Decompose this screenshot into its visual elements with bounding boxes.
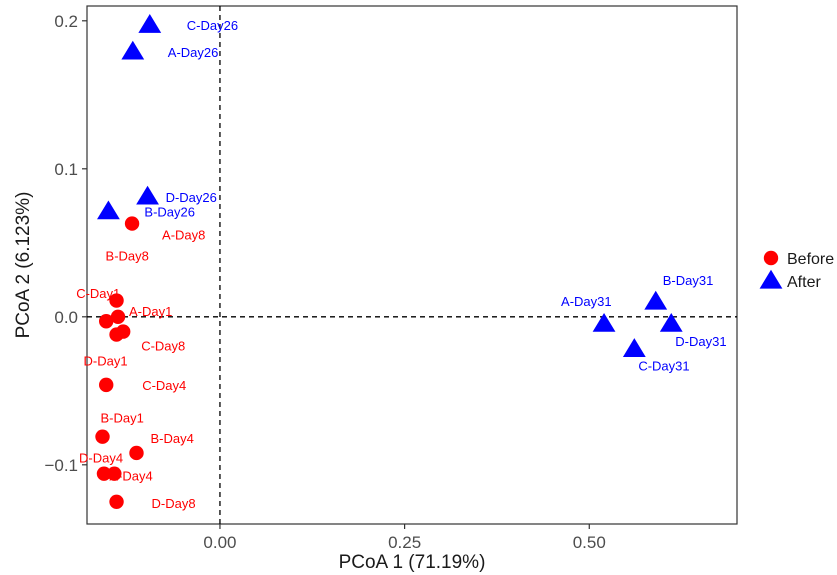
legend: Before After [759, 250, 834, 291]
label-d-day8: D-Day8 [152, 496, 196, 511]
point-c-day26 [138, 14, 162, 33]
point-d-day26 [136, 185, 159, 205]
y-tick-label: 0.1 [54, 160, 78, 179]
label-a-day4: A-Day4 [109, 469, 152, 484]
plot-panel-border [86, 5, 738, 525]
label-a-day26: A-Day26 [168, 45, 219, 60]
x-tick-label: 0.00 [203, 533, 236, 552]
label-a-day8: A-Day8 [162, 228, 205, 243]
point-b-day4 [129, 445, 144, 461]
axes: 0.00 0.25 0.50 −0.1 0.0 0.1 0.2 [44, 12, 605, 552]
label-a-day1: A-Day1 [129, 304, 172, 319]
point-labels: A-Day8 B-Day8 C-Day1 A-Day1 C-Day8 D-Day1 C-Da… [76, 18, 726, 511]
y-tick-label: −0.1 [44, 456, 78, 475]
point-d-day31 [659, 313, 683, 332]
label-b-day4: B-Day4 [150, 431, 193, 446]
legend-key-after [759, 269, 783, 289]
y-axis-title: PCoA 2 (6.123%) [13, 192, 34, 339]
plot-area [86, 5, 738, 525]
x-tick-label: 0.25 [388, 533, 421, 552]
legend-key-before [763, 250, 779, 266]
point-b-day31 [644, 290, 668, 310]
label-b-day26: B-Day26 [144, 205, 195, 220]
point-d-day4 [96, 466, 112, 481]
point-a-day1 [110, 309, 126, 324]
x-tick-label: 0.50 [573, 533, 606, 552]
label-c-day8: C-Day8 [141, 339, 185, 354]
x-axis-title: PCoA 1 (71.19%) [339, 552, 486, 573]
label-a-day31: A-Day31 [561, 294, 612, 309]
data-points [95, 14, 683, 509]
label-c-day1: C-Day1 [76, 286, 120, 301]
point-d-day8 [109, 494, 124, 509]
label-b-day31: B-Day31 [663, 273, 714, 288]
label-d-day26: D-Day26 [166, 190, 217, 205]
label-d-day1: D-Day1 [84, 354, 128, 369]
label-b-day8: B-Day8 [106, 249, 149, 264]
label-b-day1: B-Day1 [101, 411, 144, 426]
legend-label-before: Before [787, 251, 834, 268]
point-c-day1 [99, 314, 114, 329]
point-a-day4 [107, 466, 122, 481]
legend-label-after: After [787, 274, 821, 291]
label-c-day31: C-Day31 [638, 358, 689, 373]
y-tick-label: 0.2 [54, 12, 78, 31]
point-a-day26 [121, 40, 145, 60]
point-a-day8 [124, 216, 140, 231]
point-c-day4 [99, 377, 114, 393]
point-b-day26 [97, 200, 120, 220]
point-b-day1 [95, 429, 110, 444]
label-c-day4: C-Day4 [142, 378, 186, 393]
y-tick-label: 0.0 [54, 308, 78, 327]
point-c-day31 [622, 338, 646, 357]
label-d-day31: D-Day31 [675, 334, 726, 349]
point-d-day1 [109, 327, 124, 342]
point-a-day31 [592, 313, 616, 332]
label-d-day4: D-Day4 [79, 451, 123, 466]
label-c-day26: C-Day26 [187, 18, 238, 33]
point-b-day8 [109, 293, 124, 308]
